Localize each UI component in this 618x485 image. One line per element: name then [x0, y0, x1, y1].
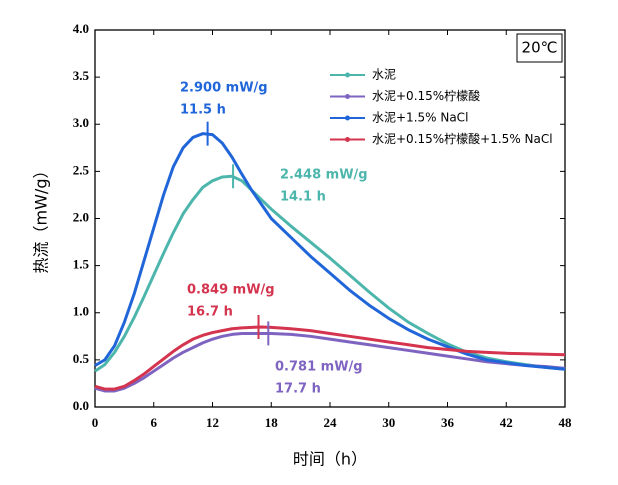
y-tick-label: 0.0 — [73, 398, 89, 413]
legend-label: 水泥+0.15%柠檬酸+1.5% NaCl — [372, 131, 553, 146]
y-tick-label: 0.5 — [73, 351, 90, 366]
legend-marker — [345, 115, 350, 121]
legend-label: 水泥+1.5% NaCl — [372, 111, 468, 125]
peak-label: 0.781 mW/g — [275, 360, 363, 375]
x-tick-label: 42 — [500, 415, 513, 430]
legend-marker — [345, 137, 350, 142]
y-tick-label: 2.5 — [73, 162, 90, 177]
legend-marker — [345, 94, 350, 99]
x-tick-label: 6 — [151, 415, 158, 430]
peak-label: 0.849 mW/g — [187, 283, 275, 298]
x-tick-label: 18 — [265, 415, 279, 430]
x-tick-label: 12 — [206, 415, 219, 430]
condition-box — [516, 33, 563, 63]
peak-label: 14.1 h — [280, 190, 326, 205]
x-tick-label: 36 — [441, 415, 455, 430]
condition-label: 20℃ — [522, 39, 558, 57]
peak-label: 16.7 h — [187, 305, 233, 320]
x-tick-label: 0 — [92, 415, 99, 430]
series-line — [94, 331, 566, 393]
y-tick-label: 1.5 — [73, 257, 90, 272]
x-tick-label: 30 — [382, 415, 395, 430]
series-line — [94, 325, 566, 391]
y-tick-label: 4.0 — [73, 21, 89, 36]
y-tick-label: 1.0 — [73, 304, 89, 319]
legend-label: 水泥 — [372, 68, 396, 82]
legend-marker — [345, 72, 350, 78]
x-tick-label: 24 — [324, 415, 338, 430]
legend-label: 水泥+0.15%柠檬酸 — [372, 88, 480, 103]
peak-label: 17.7 h — [275, 382, 321, 397]
y-axis-label: 热流（mW/g） — [32, 163, 51, 274]
y-tick-label: 3.5 — [73, 68, 90, 83]
y-tick-label: 2.0 — [73, 209, 89, 224]
peak-label: 11.5 h — [180, 103, 226, 118]
x-axis-label: 时间（h） — [293, 450, 367, 469]
plot-frame — [94, 29, 566, 408]
peak-label: 2.900 mW/g — [180, 81, 268, 96]
x-tick-label: 48 — [559, 415, 573, 430]
y-tick-label: 3.0 — [73, 115, 89, 130]
peak-label: 2.448 mW/g — [280, 168, 368, 183]
